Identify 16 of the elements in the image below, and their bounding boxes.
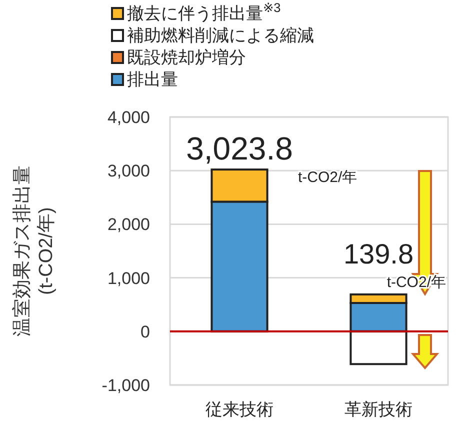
y-axis-title: 温室効果ガス排出量 (t-CO2/年) [11,166,57,336]
annotation: t-CO2/年 [298,169,358,186]
y-tick-label: 3,000 [107,162,150,181]
legend-label: 撤去に伴う排出量$^{※3}$ [127,0,281,23]
x-tick-label: 従来技術 [206,400,274,419]
y-tick-label: 1,000 [107,268,150,288]
annotation: 3,023.8 [186,130,293,166]
y-tick-label: 2,000 [107,215,150,234]
y-tick-label: 0 [140,322,150,342]
y-tick-label: 4,000 [107,108,150,127]
legend-label: 補助燃料削減による縮減 [127,26,314,45]
y-tick-label: -1,000 [102,376,150,395]
legend-label: 排出量 [127,70,178,89]
x-tick-label: 革新技術 [344,400,412,419]
legend-label: 既設焼却炉増分 [127,48,246,67]
annotation: 139.8 [343,238,414,270]
